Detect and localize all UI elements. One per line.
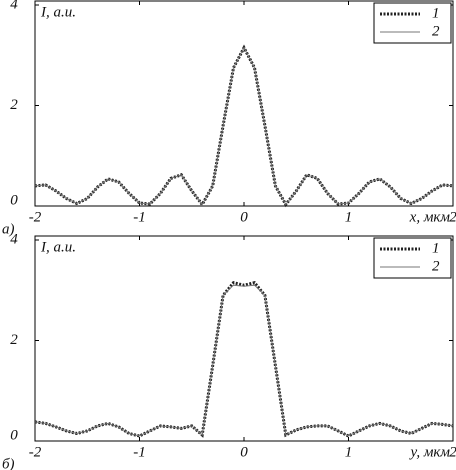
legend-label: 2	[432, 23, 440, 39]
y-tick-label: 4	[10, 231, 18, 247]
y-tick-label: 0	[10, 427, 18, 443]
x-tick-label: 0	[240, 444, 248, 460]
x-tick-label: -2	[29, 444, 42, 460]
data-line	[34, 44, 454, 208]
x-tick-label: 0	[240, 209, 248, 225]
y-axis-label: I, а.и.	[40, 4, 76, 20]
x-tick-label: 2	[449, 444, 456, 460]
y-tick-label: 0	[10, 192, 18, 208]
x-tick-label: 1	[345, 444, 353, 460]
legend-label: 1	[432, 5, 440, 21]
y-tick-label: 2	[10, 332, 18, 348]
x-axis-label: y, мкм	[409, 444, 451, 460]
data-line	[34, 281, 454, 438]
legend-label: 2	[432, 258, 440, 274]
legend-label: 1	[432, 240, 440, 256]
y-tick-label: 4	[10, 0, 18, 12]
x-tick-label: 1	[345, 209, 353, 225]
x-tick-label: -1	[133, 209, 146, 225]
legend-box	[373, 237, 452, 279]
panel-label: б)	[2, 456, 15, 470]
legend-box	[373, 2, 452, 44]
x-tick-label: 2	[449, 209, 456, 225]
y-tick-label: 2	[10, 97, 18, 113]
x-tick-label: -1	[133, 444, 146, 460]
y-axis-label: I, а.и.	[40, 239, 76, 255]
data-line	[34, 284, 454, 437]
data-line	[34, 46, 454, 206]
x-axis-label: x, мкм	[409, 209, 451, 225]
x-tick-label: -2	[29, 209, 42, 225]
panel-label: а)	[2, 221, 15, 237]
